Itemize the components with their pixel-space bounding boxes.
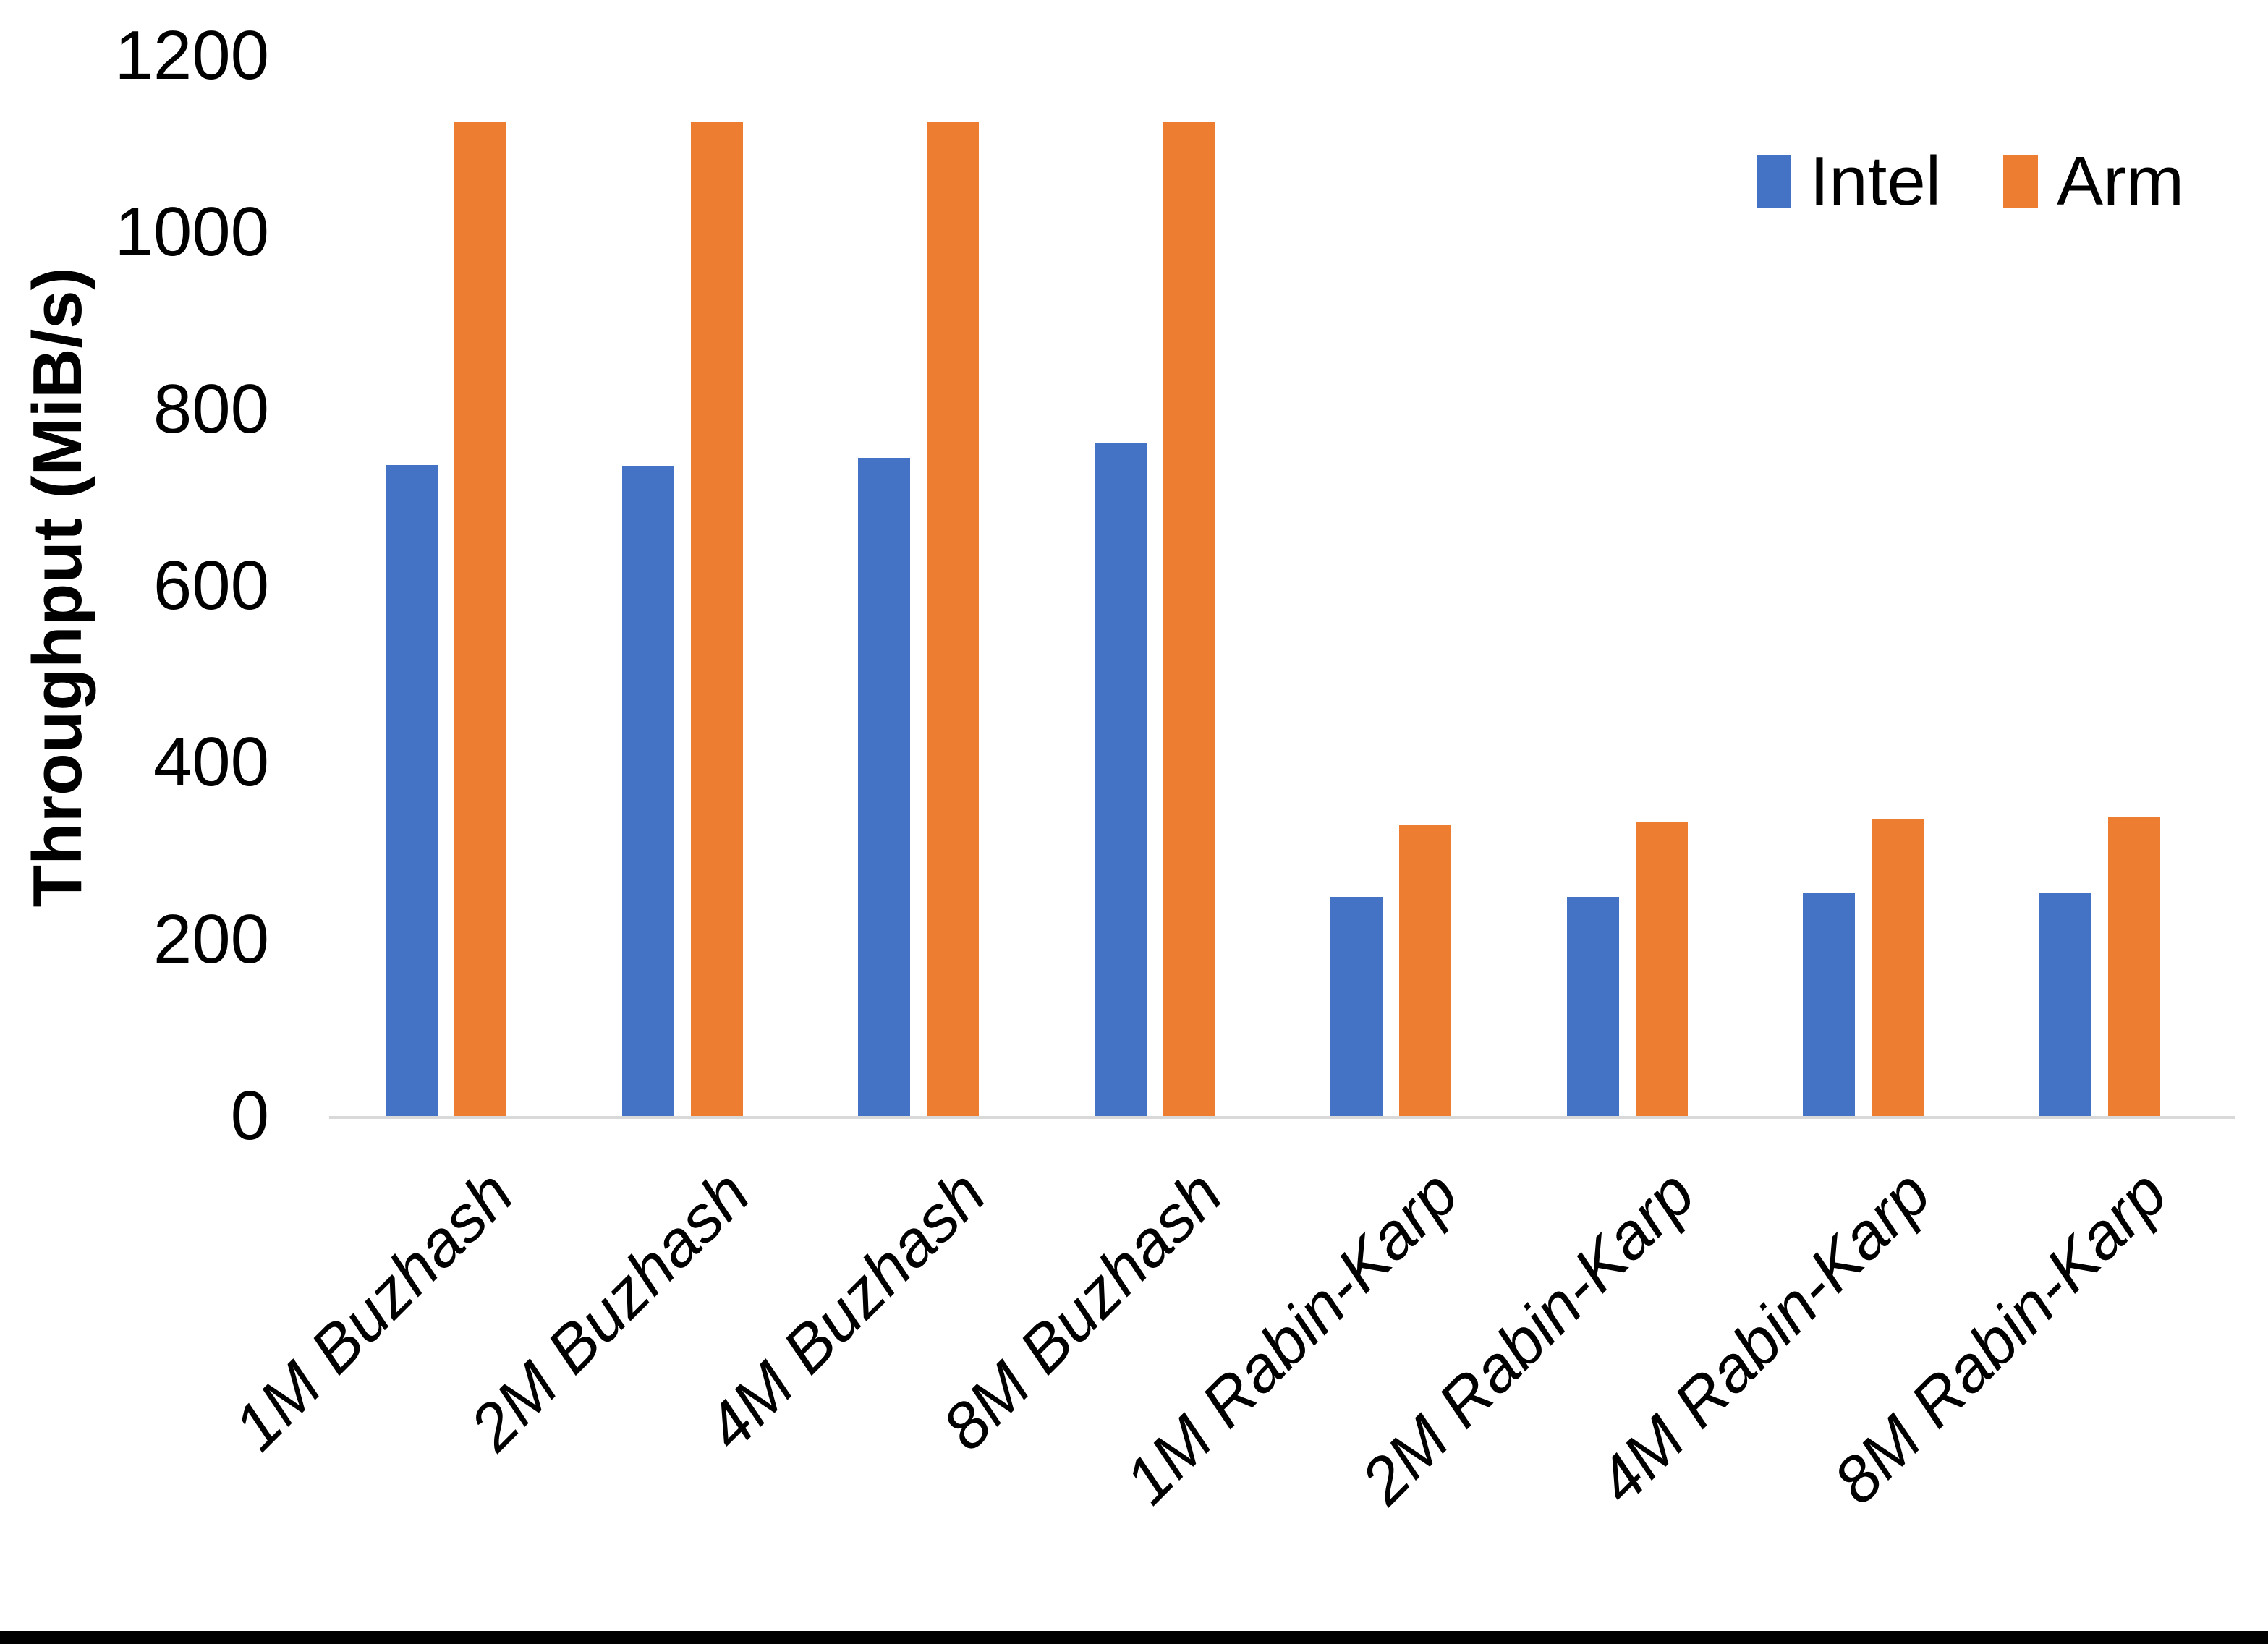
bar-intel-5 (1330, 897, 1383, 1116)
y-tick-label: 1000 (114, 193, 269, 271)
bar-arm-5 (1399, 824, 1451, 1116)
x-axis-line (329, 1116, 2235, 1119)
bar-arm-7 (1872, 819, 1924, 1116)
bar-intel-2 (621, 465, 674, 1116)
bar-intel-4 (1094, 443, 1147, 1116)
legend-item-intel: Intel (1756, 142, 1942, 221)
bar-intel-3 (858, 457, 910, 1116)
legend-swatch-intel (1756, 155, 1791, 208)
legend-item-arm: Arm (2003, 142, 2184, 221)
bar-arm-4 (1163, 122, 1215, 1116)
y-tick-label: 200 (153, 900, 269, 978)
legend-swatch-arm (2003, 155, 2039, 208)
legend: Intel Arm (1756, 142, 2184, 221)
bar-arm-1 (454, 122, 506, 1116)
y-tick-label: 1200 (114, 17, 269, 94)
legend-label: Intel (1809, 142, 1942, 220)
plot-area (329, 56, 2219, 1116)
bar-arm-2 (690, 122, 743, 1116)
y-tick-label: 800 (153, 370, 269, 448)
y-tick-label: 600 (153, 547, 269, 624)
y-tick-label: 400 (153, 723, 269, 801)
bar-arm-6 (1635, 822, 1688, 1116)
legend-label: Arm (2057, 142, 2184, 220)
bar-intel-6 (1566, 897, 1619, 1116)
bar-intel-8 (2039, 893, 2091, 1116)
bottom-border-bar (0, 1631, 2268, 1644)
bar-intel-1 (386, 464, 438, 1116)
y-tick-label: 0 (230, 1077, 269, 1154)
bar-arm-3 (927, 122, 979, 1116)
bar-intel-7 (1803, 893, 1855, 1116)
bar-arm-8 (2107, 817, 2160, 1116)
